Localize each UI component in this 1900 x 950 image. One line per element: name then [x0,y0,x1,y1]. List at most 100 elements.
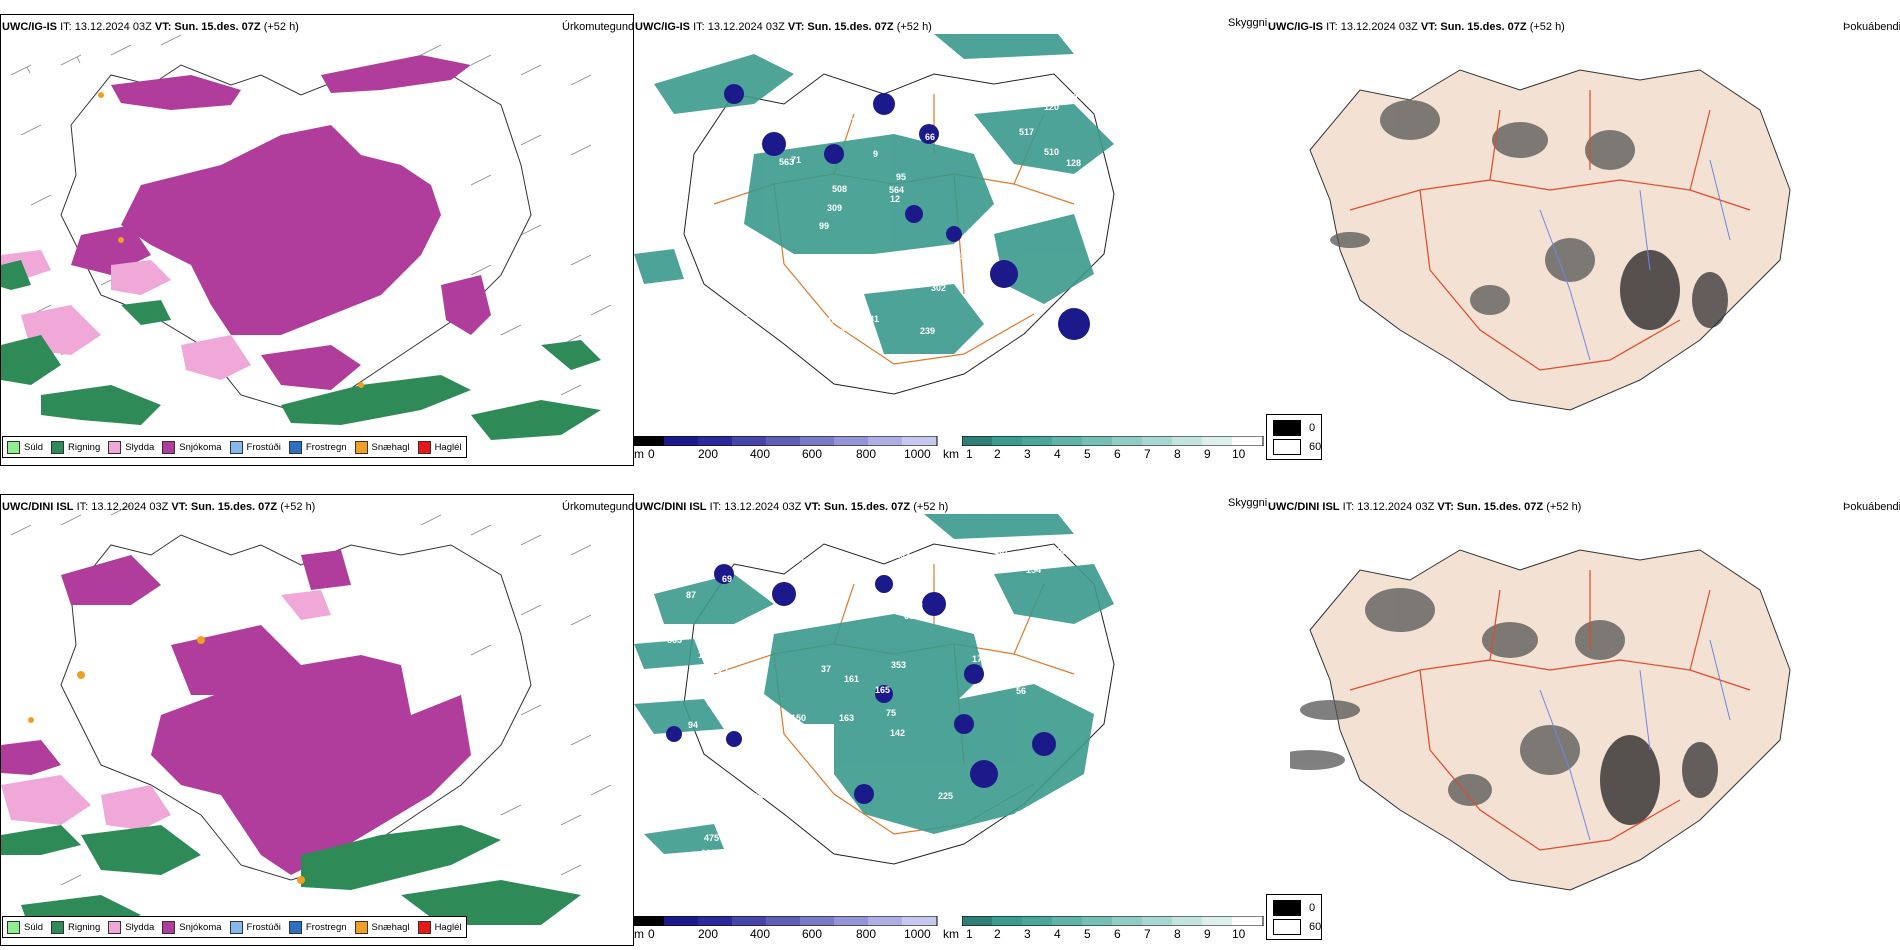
visibility-value-label: 56 [1016,686,1026,696]
visibility-value-label: 340 [855,574,870,584]
visibility-value-label: 150 [700,113,715,123]
fog-map [1290,549,1791,891]
colorbar-tick: 1 [966,447,973,461]
colorbar-tick: 5 [1084,447,1091,461]
legend-label: Slydda [125,921,155,933]
colorbar-tick: 3 [1024,927,1031,941]
lead-time: (+52 h) [896,21,932,33]
precip-type-map [1,504,612,935]
valid-time: Sun. 15.des. 07Z [190,501,278,513]
legend-swatch [108,440,122,454]
visibility-value-label: 37 [966,610,976,620]
precip-legend: Súld Rigning Slydda Snjókoma Frostúði Fr… [2,916,467,938]
visibility-value-label: 37 [821,664,831,674]
fog-areas [1330,100,1728,330]
colorbar-tick: 200 [698,447,719,461]
valid-time: Sun. 15.des. 07Z [1456,501,1544,513]
legend-swatch [288,920,302,934]
visibility-value-label: 94 [688,720,698,730]
visibility-value-label: 87 [686,590,696,600]
colorbar-tick: 1 [966,927,973,941]
legend-swatch [417,920,431,934]
visibility-value-label: 238 [967,617,982,627]
visibility-value-label: 309 [827,203,842,213]
visibility-value-label: 70 [693,784,703,794]
colorbar-tick: 2 [994,447,1001,461]
legend-swatch [7,440,20,454]
fog-title: Þokuábendi [1843,21,1900,33]
colorbar-tick: 600 [802,447,823,461]
precip-type-panel: Súld Rigning Slydda Snjókoma Frostúði Fr… [0,494,634,946]
visibility-value-label: 252 [929,253,944,263]
panel-title: UWC/DINI ISL IT: 13.12.2024 03Z VT: Sun.… [2,501,315,514]
vis-low-areas [634,34,1114,354]
valid-label: VT: [1437,501,1454,513]
colorbar-tick: 6 [1114,927,1121,941]
fog-key-label: 0 [1309,902,1316,914]
lead-time: (+52 h) [1546,501,1582,513]
fog-key: 0 60 [1266,414,1322,460]
panel-title: UWC/IG-IS IT: 13.12.2024 03Z VT: Sun. 15… [1268,21,1565,34]
valid-time: Sun. 15.des. 07Z [823,501,911,513]
init-time: IT: 13.12.2024 03Z [60,21,152,33]
visibility-value-label: 12 [890,194,900,204]
visibility-value-label: 567 [714,382,729,392]
precip-type-map [1,34,612,440]
legend-label: Snæhagl [371,921,410,933]
fog-roads [1349,90,1751,371]
legend-swatch [7,920,20,934]
visibility-value-label: 17 [972,654,982,664]
vis-colorbar-m [634,436,938,446]
valid-label: VT: [787,21,805,33]
colorbar-tick: 1000 [904,927,931,941]
rain-areas [1,825,581,935]
visibility-value-label: 163 [839,713,854,723]
visibility-value-label: 332 [696,301,711,311]
legend-label: Frostúði [246,441,281,453]
model-name: UWC/IG-IS [1268,21,1323,33]
visibility-value-label: 154 [1026,565,1041,575]
colorbar-tick: 800 [856,447,877,461]
sleet2-areas [98,92,364,388]
visibility-value-label: 9 [873,149,878,159]
precip-type-panel: Súld Rigning Slydda Snjókoma Frostúði Fr… [0,14,634,466]
iceland-outline [60,64,532,411]
visibility-value-label: 660 [906,862,921,872]
visibility-value-label: 475 [704,833,719,843]
legend-swatch [51,440,65,454]
colorbar-tick: 400 [750,927,771,941]
visibility-value-label: 216 [936,854,951,864]
visibility-value-label: 302 [931,283,946,293]
vis-colorbar-km [962,916,1264,926]
valid-label: VT: [171,501,188,513]
fog-key-swatch [1273,900,1301,916]
init-time: IT: 13.12.2024 03Z [709,501,802,513]
precip-type-title: Úrkomutegund [562,21,635,33]
legend-item: Snæhagl [354,440,410,454]
visibility-value-label: 135 [694,186,709,196]
visibility-value-label: 805 [832,69,847,79]
visibility-value-label: 31 [869,314,879,324]
iceland-land [1309,549,1791,891]
visibility-value-label: 353 [891,660,906,670]
visibility-value-label: 66 [925,132,935,142]
fog-key-row: 60 [1273,439,1321,455]
fog-map [1309,69,1791,411]
colorbar-tick: 7 [1144,447,1151,461]
colorbar-tick: 200 [698,927,719,941]
vis-colorbar-km-unit: km [943,927,959,941]
fog-areas [1290,588,1718,825]
visibility-value-label: 115 [1003,657,1018,667]
legend-item: Snæhagl [354,920,410,934]
colorbar-tick: 1000 [904,447,931,461]
legend-label: Haglél [434,441,462,453]
vis-colorbar-m-unit: m [634,447,644,461]
legend-item: Slydda [108,440,155,454]
visibility-value-label: 841 [834,589,849,599]
legend-swatch [229,920,243,934]
legend-swatch [354,440,368,454]
legend-label: Slydda [125,441,155,453]
visibility-value-label: 631 [797,864,812,874]
legend-label: Frostúði [246,921,281,933]
